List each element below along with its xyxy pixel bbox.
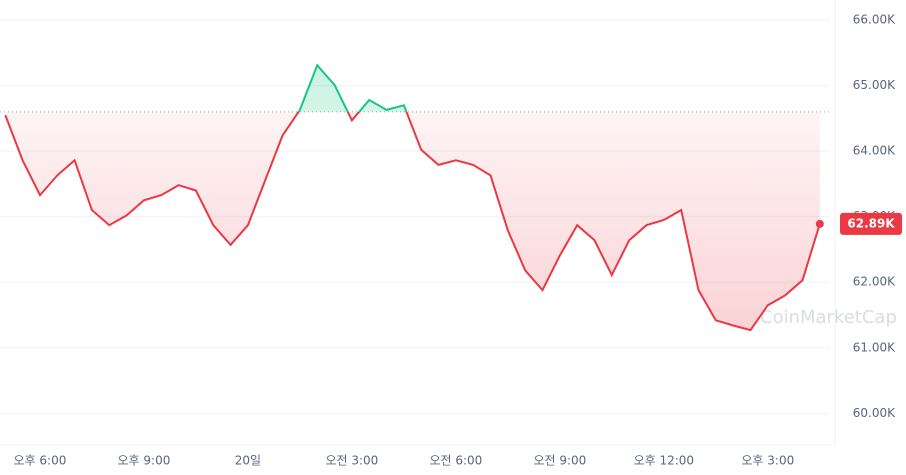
x-tick-label: 20일 [235, 454, 261, 468]
x-tick-label: 오전 3:00 [325, 454, 378, 468]
x-tick-label: 오후 6:00 [14, 454, 67, 468]
y-tick-label: 62.00K [853, 275, 896, 289]
x-tick-label: 오전 9:00 [533, 454, 586, 468]
last-point [815, 219, 824, 228]
y-tick-label: 65.00K [853, 78, 896, 92]
x-tick-label: 오후 9:00 [118, 454, 171, 468]
x-tick-label: 오후 3:00 [741, 454, 794, 468]
y-tick-label: 61.00K [853, 340, 896, 354]
line-down [4, 111, 821, 332]
y-tick-label: 60.00K [853, 406, 896, 420]
x-tick-label: 오후 12:00 [634, 454, 694, 468]
price-tag-label: 62.89K [847, 216, 895, 230]
y-tick-label: 64.00K [853, 144, 896, 158]
watermark: CoinMarketCap [760, 307, 897, 328]
price-tag [840, 212, 902, 235]
area-down [5, 111, 820, 331]
y-tick-label: 66.00K [853, 13, 896, 27]
x-tick-label: 오전 6:00 [429, 454, 482, 468]
